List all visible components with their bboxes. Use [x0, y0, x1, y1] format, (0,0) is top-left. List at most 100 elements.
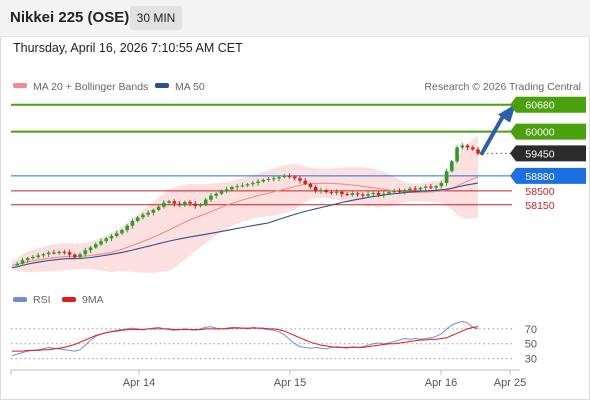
candle-body: [52, 252, 56, 254]
level-label-58150: 58150: [525, 200, 554, 212]
candle-body: [83, 250, 88, 255]
candle-body: [298, 178, 302, 181]
candle-body: [104, 238, 109, 242]
x-tick-label: Apr 15: [274, 377, 306, 389]
candle-body: [57, 251, 61, 254]
candlesticks: [15, 142, 480, 268]
candle-body: [350, 193, 355, 195]
candle-body: [413, 188, 417, 190]
candle-body: [460, 145, 465, 148]
candle-body: [334, 191, 339, 193]
ma20-legend-label: MA 20 + Bollinger Bands: [33, 81, 148, 93]
candle-body: [408, 188, 412, 191]
candle-body: [20, 260, 25, 264]
ma50-legend-label: MA 50: [175, 81, 205, 93]
rsi-legend-swatch: [13, 297, 27, 302]
candle-body: [418, 187, 423, 190]
candle-body: [444, 171, 449, 184]
timeframe-button[interactable]: 30 MIN: [130, 6, 182, 30]
level-tag-60000: [510, 123, 586, 140]
candle-body: [182, 202, 187, 206]
x-tick-label: Apr 14: [123, 377, 155, 389]
datetime-label: Thursday, April 16, 2026 7:10:55 AM CET: [13, 41, 243, 55]
candle-body: [308, 183, 313, 187]
candle-body: [381, 193, 386, 195]
candle-body: [439, 183, 444, 187]
candle-body: [392, 190, 397, 193]
candle-body: [245, 184, 250, 186]
candle-body: [235, 186, 239, 188]
candle-body: [31, 256, 35, 259]
x-tick-label: Apr 25: [494, 377, 526, 389]
candle-body: [198, 204, 203, 206]
candle-body: [266, 179, 271, 181]
candle-body: [146, 212, 150, 215]
credit-text: Research © 2026 Trading Central: [424, 81, 581, 93]
candle-body: [251, 183, 255, 185]
candle-body: [361, 194, 365, 196]
candle-body: [25, 258, 30, 261]
candle-body: [141, 214, 145, 218]
candle-body: [36, 255, 40, 257]
rsi-tick-label: 70: [525, 324, 537, 336]
candle-body: [434, 186, 438, 188]
candle-body: [455, 147, 459, 162]
candle-body: [271, 178, 276, 180]
candle-body: [366, 194, 370, 196]
level-labels: 60680 60000 59450 58880 58500 58150: [510, 96, 586, 212]
candle-body: [423, 186, 428, 188]
candle-body: [109, 236, 114, 239]
candle-body: [292, 176, 297, 179]
candle-body: [476, 149, 480, 154]
ma50-legend-swatch: [155, 83, 169, 88]
candle-body: [345, 194, 349, 196]
candle-body: [135, 217, 140, 221]
candle-body: [209, 195, 213, 200]
candle-body: [46, 252, 51, 255]
candle-body: [397, 190, 402, 192]
candle-body: [240, 185, 245, 187]
candle-body: [277, 177, 281, 179]
level-label-60680: 60680: [525, 100, 554, 112]
candle-body: [340, 191, 344, 195]
chart-title: Nikkei 225 (OSE): [10, 9, 130, 26]
candle-body: [303, 180, 308, 184]
candle-body: [329, 192, 334, 194]
candle-body: [465, 145, 470, 148]
candle-body: [99, 241, 103, 245]
candle-body: [41, 254, 46, 256]
candle-body: [261, 179, 266, 182]
rsi-line: [11, 320, 479, 357]
candle-body: [214, 193, 219, 196]
forecast-arrow-head: [498, 103, 516, 123]
candle-body: [130, 220, 135, 226]
level-tag-59450: [510, 145, 586, 162]
candle-body: [88, 247, 93, 251]
candle-body: [219, 191, 224, 194]
candle-body: [355, 193, 360, 195]
candle-body: [371, 192, 376, 195]
level-label-58500: 58500: [525, 186, 554, 198]
forecast-arrow: [480, 103, 516, 156]
candle-body: [125, 225, 129, 231]
level-tag-60680: [510, 96, 586, 113]
x-axis: Apr 14 Apr 15 Apr 16 Apr 25: [10, 369, 526, 389]
candle-body: [156, 206, 161, 210]
candle-body: [402, 190, 407, 192]
rsi-ma-legend-swatch: [62, 297, 76, 302]
candle-body: [193, 203, 198, 206]
candle-body: [387, 192, 391, 194]
candle-body: [319, 190, 323, 192]
rsi-ma-legend-label: 9MA: [82, 294, 104, 306]
candle-body: [230, 186, 234, 190]
candle-body: [67, 252, 72, 255]
ma50-line: [11, 182, 479, 269]
candle-body: [429, 186, 433, 188]
candle-body: [224, 189, 229, 192]
x-tick-label: Apr 16: [425, 377, 457, 389]
level-label-60000: 60000: [525, 127, 554, 139]
candle-body: [450, 161, 454, 172]
candle-body: [151, 209, 156, 213]
rsi-legend-label: RSI: [33, 294, 51, 306]
